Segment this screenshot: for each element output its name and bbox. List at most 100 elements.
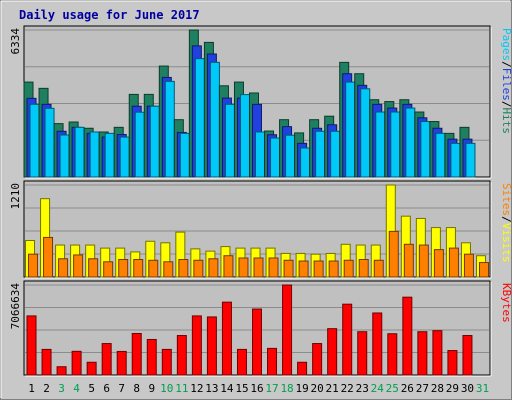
bar-pages (375, 111, 386, 178)
x-axis-day-label: 17 (265, 382, 278, 395)
x-axis-day-label: 30 (461, 382, 474, 395)
bar-kbytes (297, 361, 308, 376)
x-axis-day-label: 23 (356, 382, 369, 395)
x-axis-day-label: 2 (43, 382, 50, 395)
x-axis-day-label: 10 (160, 382, 173, 395)
x-axis-day-label: 29 (446, 382, 459, 395)
bar-kbytes (402, 296, 413, 376)
bar-sites (463, 253, 474, 278)
series-legend-hits-files-pages: Pages/Files/Hits (500, 28, 512, 134)
bar-sites (268, 257, 279, 278)
bar-pages (164, 80, 175, 178)
bar-pages (44, 107, 55, 178)
bar-sites (28, 253, 39, 278)
bar-pages (239, 94, 250, 178)
bar-kbytes (221, 301, 232, 376)
x-axis-day-label: 11 (175, 382, 188, 395)
bar-kbytes (206, 316, 217, 376)
bar-kbytes (447, 350, 458, 376)
bar-pages (345, 81, 356, 178)
bar-kbytes (327, 328, 338, 376)
x-axis-day-label: 27 (416, 382, 429, 395)
bar-pages (104, 132, 115, 178)
bar-sites (283, 259, 294, 278)
y-axis-max-label: 7066634 (9, 283, 22, 330)
bar-sites (328, 260, 339, 278)
bar-kbytes (86, 361, 97, 376)
legend-entry: Pages (500, 28, 512, 61)
bar-sites (388, 230, 399, 278)
x-axis-day-label: 16 (250, 382, 263, 395)
x-axis-day-label: 6 (103, 382, 110, 395)
x-axis-day-label: 20 (311, 382, 324, 395)
bar-sites (448, 247, 459, 278)
x-axis-day-label: 26 (401, 382, 414, 395)
bar-sites (58, 258, 69, 278)
bar-sites (253, 257, 264, 278)
y-axis-max-label: 1210 (9, 183, 22, 210)
bar-kbytes (236, 348, 247, 376)
bar-kbytes (267, 347, 278, 376)
x-axis-day-label: 18 (280, 382, 293, 395)
bar-sites (238, 257, 249, 278)
bar-sites (343, 259, 354, 278)
bar-kbytes (101, 343, 112, 376)
bar-kbytes (41, 348, 52, 376)
bar-pages (360, 88, 371, 178)
bar-pages (435, 132, 446, 178)
legend-entry: KBytes (500, 283, 512, 323)
bar-pages (119, 136, 130, 178)
x-axis-day-label: 13 (205, 382, 218, 395)
bar-sites (148, 259, 159, 278)
series-legend-kbytes: KBytes (500, 283, 512, 323)
bar-kbytes (432, 330, 443, 376)
bar-sites (208, 258, 219, 278)
x-axis-day-label: 31 (476, 382, 489, 395)
x-axis-day-label: 28 (431, 382, 444, 395)
x-axis-day-label: 24 (371, 382, 385, 395)
x-axis-day-label: 1 (28, 382, 35, 395)
bar-kbytes (191, 315, 202, 376)
bar-sites (133, 259, 144, 278)
bar-kbytes (146, 338, 157, 376)
legend-entry: Hits (500, 108, 512, 135)
bar-pages (420, 121, 431, 178)
bar-kbytes (372, 312, 383, 376)
legend-entry: / (500, 101, 512, 108)
bar-pages (315, 130, 326, 178)
bar-pages (270, 137, 281, 178)
bar-sites (478, 262, 489, 278)
bar-kbytes (417, 331, 428, 376)
bar-pages (134, 111, 145, 178)
legend-entry: Files (500, 68, 512, 101)
x-axis-day-label: 19 (295, 382, 308, 395)
bar-kbytes (116, 350, 127, 376)
bar-kbytes (131, 332, 142, 376)
bar-kbytes (71, 350, 82, 376)
bar-kbytes (462, 335, 473, 376)
x-axis-day-label: 22 (341, 382, 354, 395)
bar-kbytes (387, 333, 398, 376)
bar-sites (433, 249, 444, 278)
bar-pages (450, 142, 461, 178)
x-axis-day-label: 5 (88, 382, 95, 395)
bar-sites (403, 243, 414, 278)
x-axis-day-label: 25 (386, 382, 399, 395)
x-axis-day-label: 14 (220, 382, 234, 395)
bar-pages (465, 142, 476, 178)
series-legend-visits-sites: Sites/Visits (500, 183, 512, 263)
bar-kbytes (56, 366, 67, 376)
bar-sites (223, 255, 234, 278)
bar-sites (313, 260, 324, 278)
bar-pages (29, 103, 40, 178)
bar-pages (405, 107, 416, 178)
bar-kbytes (342, 303, 353, 376)
bar-sites (163, 261, 174, 278)
bar-kbytes (357, 331, 368, 376)
chart-title: Daily usage for June 2017 (19, 8, 200, 22)
bar-pages (74, 126, 85, 178)
bar-sites (358, 259, 369, 278)
bar-pages (390, 111, 401, 178)
